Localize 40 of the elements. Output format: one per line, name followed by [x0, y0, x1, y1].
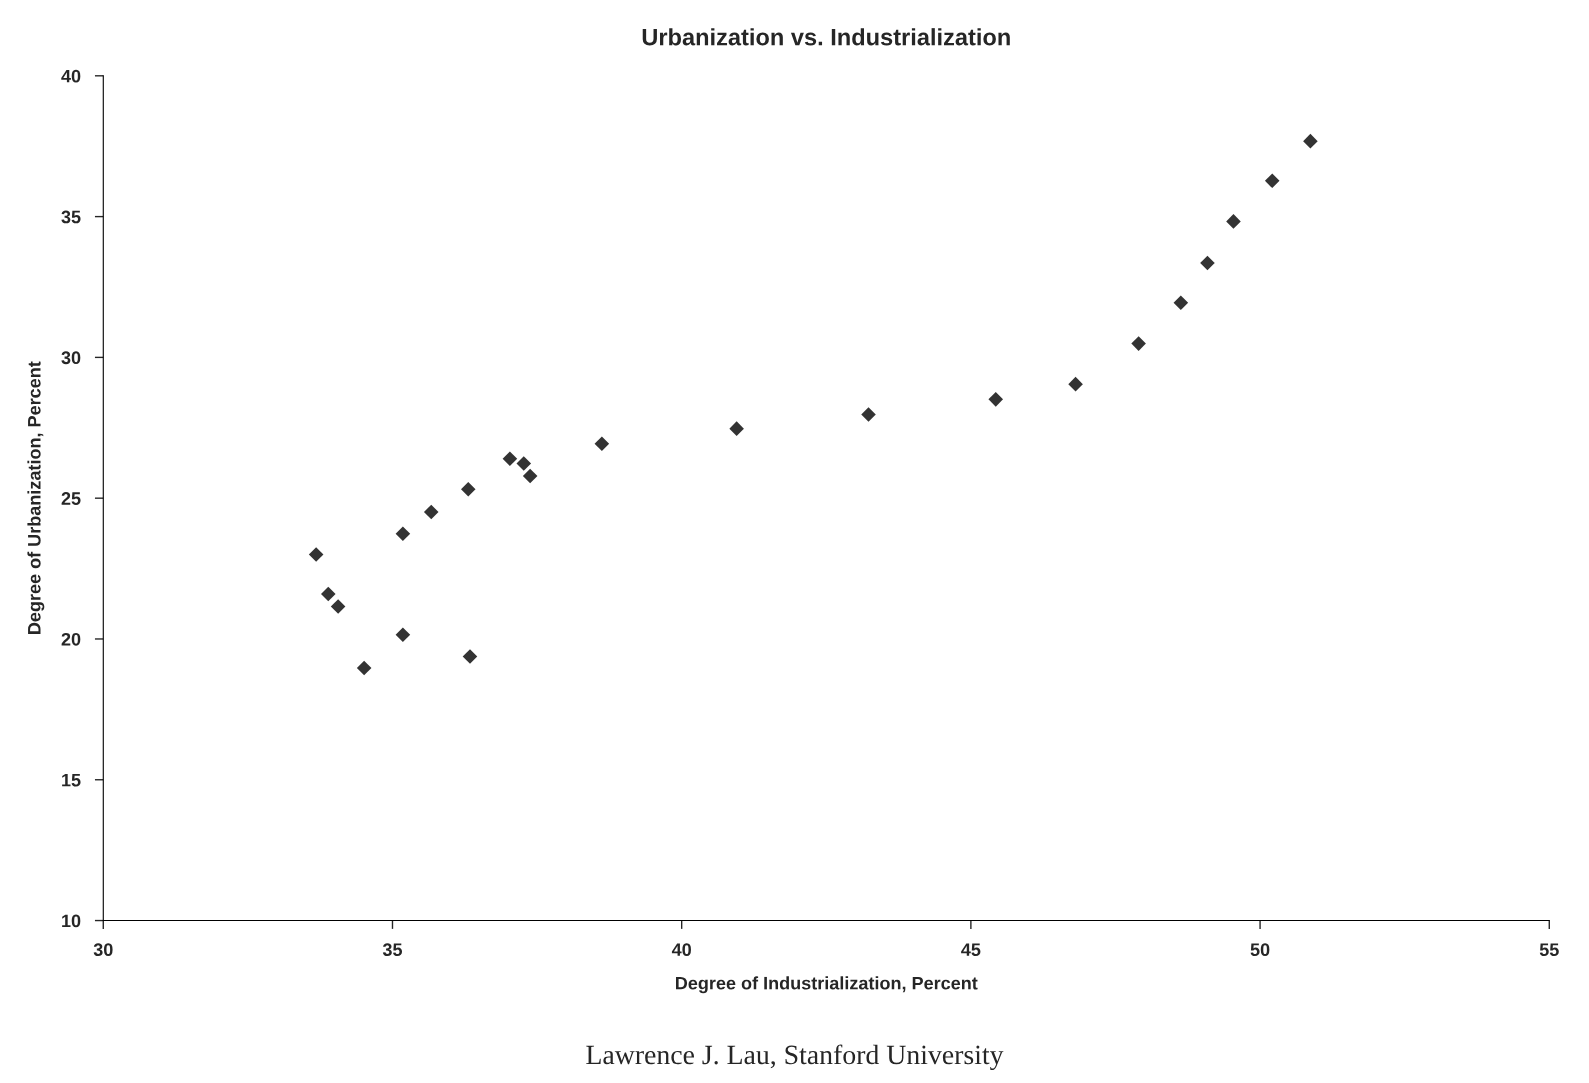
point — [356, 660, 372, 676]
x-tick-label: 45 — [961, 943, 981, 957]
x-tick-label: 30 — [93, 943, 113, 957]
point — [1264, 173, 1280, 189]
point — [502, 451, 518, 467]
point — [1303, 133, 1318, 149]
y-tick-label: 20 — [61, 632, 81, 646]
x-axis-title: Degree of Industrialization, Percent — [676, 976, 978, 994]
y-tick-label: 40 — [61, 69, 81, 83]
point — [395, 526, 411, 541]
point — [1226, 214, 1241, 229]
x-tick-label: 40 — [671, 943, 691, 957]
point — [1068, 376, 1083, 392]
point — [1173, 295, 1189, 311]
point — [988, 392, 1004, 407]
point — [729, 421, 744, 436]
y-axis-title: Degree of Urbanization, Percent — [27, 361, 45, 634]
point — [1200, 255, 1215, 271]
point — [321, 586, 336, 602]
y-tick-label: 15 — [62, 773, 81, 787]
point — [395, 627, 411, 643]
point — [861, 407, 876, 422]
point — [308, 547, 324, 562]
point — [423, 504, 439, 520]
x-tick-label: 50 — [1250, 943, 1270, 957]
y-tick-label: 35 — [61, 210, 81, 224]
point — [516, 456, 532, 471]
point — [594, 436, 610, 452]
point — [460, 481, 476, 497]
y-tick-label: 25 — [61, 492, 81, 505]
point — [522, 468, 538, 484]
text: Lawrence J. Lau, Stanford University — [586, 1044, 1004, 1070]
y-tick-label: 30 — [61, 351, 81, 365]
point — [1131, 336, 1146, 351]
point — [330, 599, 346, 614]
point — [462, 649, 478, 664]
x-tick-label: 35 — [382, 943, 403, 957]
chart-title: Urbanization vs. Industrialization — [642, 28, 1010, 46]
y-tick-label: 10 — [62, 914, 81, 928]
x-tick-label: 55 — [1539, 943, 1559, 957]
